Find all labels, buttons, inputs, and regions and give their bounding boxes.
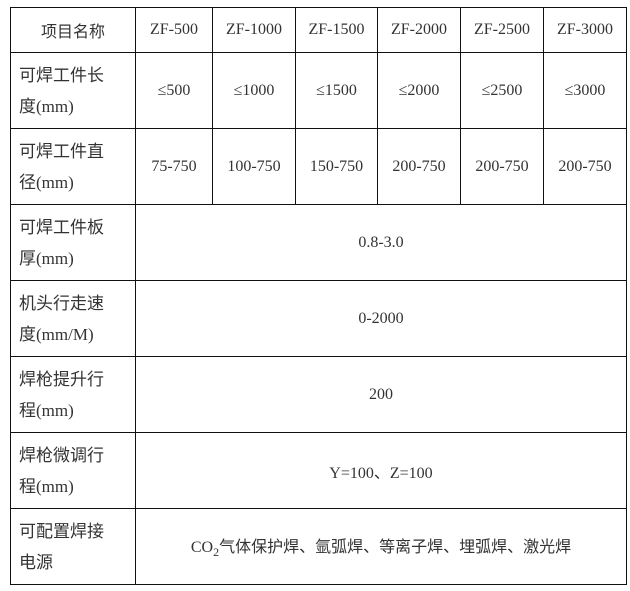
cell: ≤1000 — [212, 52, 296, 129]
row-label: 焊枪微调行程(mm) — [10, 432, 136, 509]
row-label-line: 可焊工件直 — [19, 141, 104, 161]
row-label-line: 机头行走速 — [19, 293, 104, 313]
row-label: 可配置焊接 电源 — [10, 508, 136, 585]
cell: ≤500 — [135, 52, 213, 129]
table-row: 可配置焊接电源 CO2气体保护焊、氩弧焊、等离子焊、埋弧焊、激光焊 — [10, 508, 627, 585]
row-label-line: 可焊工件长 — [19, 65, 104, 85]
cell: 200-750 — [460, 128, 544, 205]
row-label-line: 径(mm) — [19, 172, 74, 192]
row-label-line: 度(mm/M) — [19, 324, 94, 344]
merged-cell: 0-2000 — [135, 280, 627, 357]
model-header: ZF-1000 — [212, 7, 296, 53]
header-row: 项目名称 ZF-500 ZF-1000 ZF-1500 ZF-2000 ZF-2… — [10, 7, 627, 53]
table-row: 可焊工件直径(mm) 75-750 100-750 150-750 200-75… — [10, 128, 627, 205]
row-label: 机头行走速度(mm/M) — [10, 280, 136, 357]
row-label-line: 可焊工件板 — [19, 217, 104, 237]
table-row: 焊枪提升行程(mm) 200 — [10, 356, 627, 433]
row-label-line: 可配置焊接 — [19, 521, 104, 541]
row-label: 可焊工件板厚(mm) — [10, 204, 136, 281]
cell: 150-750 — [295, 128, 378, 205]
row-label-line: 厚(mm) — [19, 248, 74, 268]
cell: ≤1500 — [295, 52, 378, 129]
cell: 200-750 — [543, 128, 627, 205]
co2-prefix: CO — [190, 539, 214, 556]
row-label-line: 程(mm) — [19, 400, 74, 420]
cell: 100-750 — [212, 128, 296, 205]
cell: ≤3000 — [543, 52, 627, 129]
row-label: 焊枪提升行程(mm) — [10, 356, 136, 433]
model-header: ZF-2000 — [377, 7, 461, 53]
header-label: 项目名称 — [10, 7, 136, 53]
table-row: 可焊工件长 度(mm) ≤500 ≤1000 ≤1500 ≤2000 ≤2500 … — [10, 52, 627, 129]
table-row: 机头行走速度(mm/M) 0-2000 — [10, 280, 627, 357]
spec-table: 项目名称 ZF-500 ZF-1000 ZF-1500 ZF-2000 ZF-2… — [10, 7, 627, 585]
cell: 75-750 — [135, 128, 213, 205]
co2-subscript: 2 — [213, 545, 220, 559]
merged-cell: CO2气体保护焊、氩弧焊、等离子焊、埋弧焊、激光焊 — [135, 508, 627, 585]
row-label-line: 焊枪提升行 — [19, 369, 104, 389]
cell: 200-750 — [377, 128, 461, 205]
merged-cell: 0.8-3.0 — [135, 204, 627, 281]
model-header: ZF-500 — [135, 7, 213, 53]
row-label-line: 电源 — [19, 552, 53, 572]
table-row: 可焊工件板厚(mm) 0.8-3.0 — [10, 204, 627, 281]
welding-types: 气体保护焊、氩弧焊、等离子焊、埋弧焊、激光焊 — [219, 539, 572, 556]
model-header: ZF-3000 — [543, 7, 627, 53]
row-label: 可焊工件直径(mm) — [10, 128, 136, 205]
merged-cell: 200 — [135, 356, 627, 433]
model-header: ZF-1500 — [295, 7, 378, 53]
model-header: ZF-2500 — [460, 7, 544, 53]
cell: ≤2500 — [460, 52, 544, 129]
cell: ≤2000 — [377, 52, 461, 129]
row-label-line: 程(mm) — [19, 476, 74, 496]
row-label-line: 焊枪微调行 — [19, 445, 104, 465]
table-row: 焊枪微调行程(mm) Y=100、Z=100 — [10, 432, 627, 509]
row-label-line: 度(mm) — [19, 96, 74, 116]
merged-cell: Y=100、Z=100 — [135, 432, 627, 509]
row-label: 可焊工件长度(mm) — [10, 52, 136, 129]
